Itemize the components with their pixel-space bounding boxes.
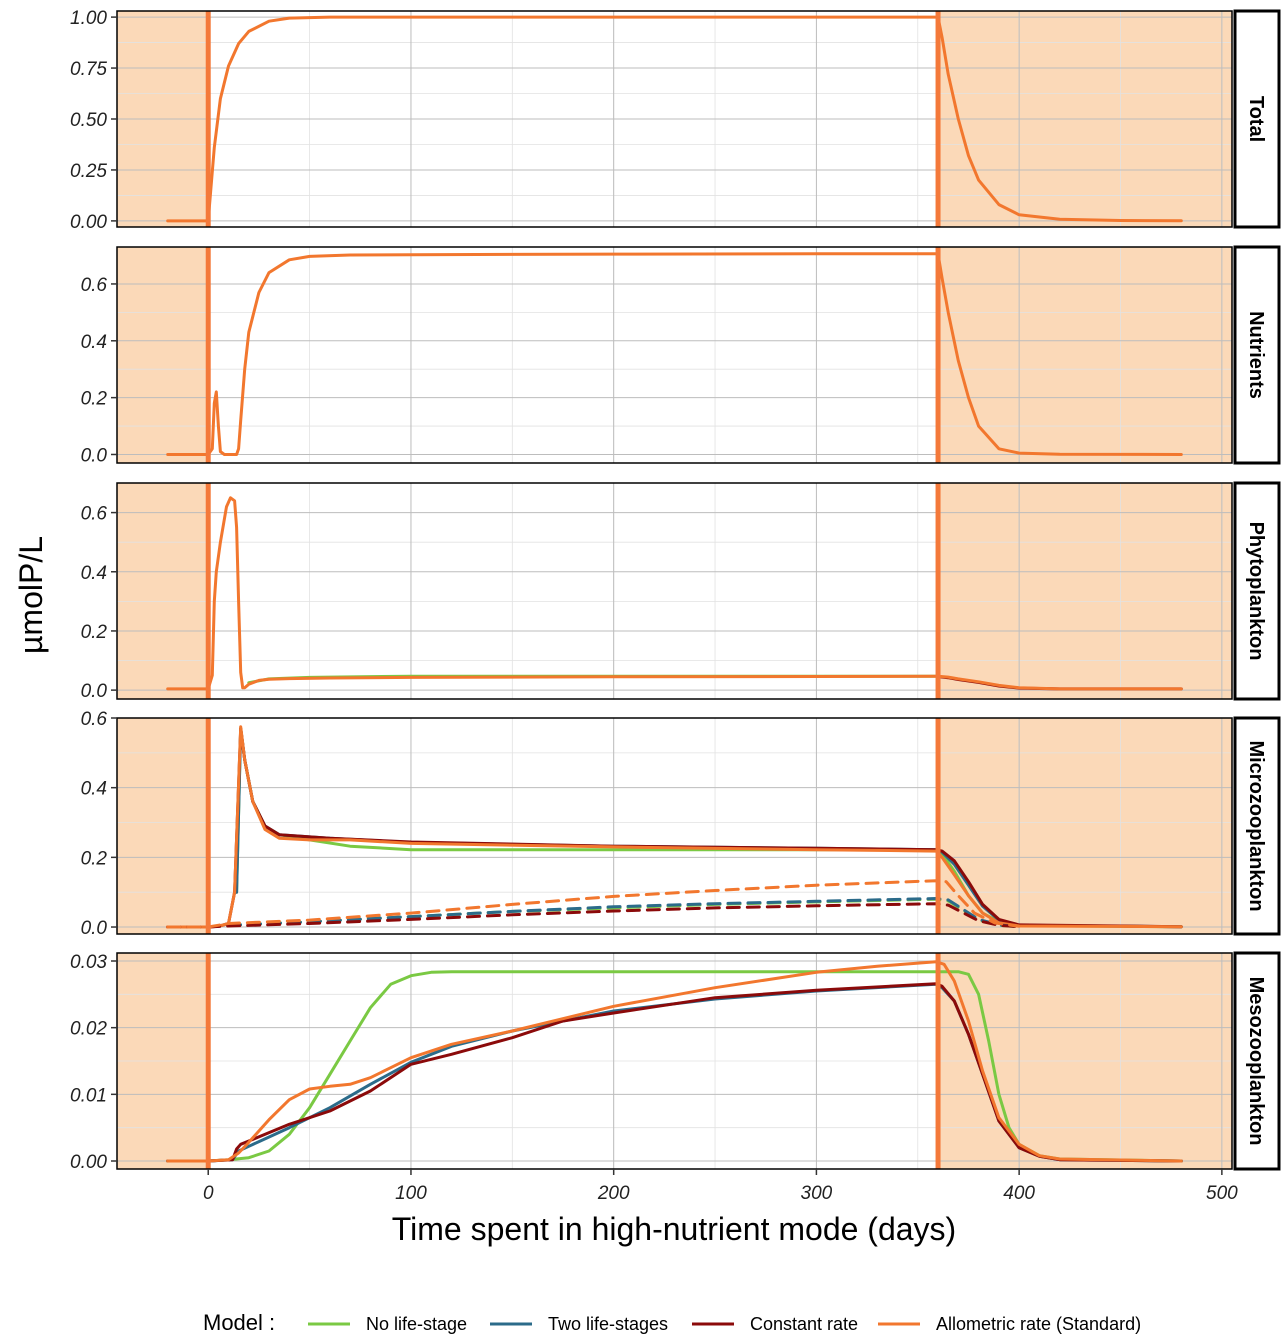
y-tick-label: 0.50 [70, 110, 107, 131]
series-group [166, 960, 1183, 1163]
x-tick-label: 100 [395, 1183, 427, 1204]
y-tick-label: 0.2 [81, 622, 108, 643]
shaded-region [117, 718, 209, 934]
strip-label: Microzooplankton [1245, 740, 1267, 911]
series-allometric-rate-standard-line [166, 496, 1183, 691]
strip-label: Phytoplankton [1245, 522, 1267, 661]
series-two-life-stages-dashed [227, 897, 1021, 929]
y-tick-label: 0.25 [70, 161, 107, 182]
shaded-region [117, 483, 209, 699]
x-tick-label: 200 [597, 1183, 630, 1204]
y-tick-label: 0.75 [70, 59, 107, 80]
series-allometric-rate-standard-line [166, 960, 1183, 1163]
x-tick-label: 300 [801, 1183, 833, 1204]
y-tick-label: 0.02 [70, 1019, 107, 1040]
strip-box [1233, 951, 1281, 1171]
y-tick-label: 0.03 [70, 952, 107, 973]
panel-border [116, 246, 1233, 464]
y-tick-label: 0.4 [81, 779, 107, 800]
x-axis-title: Time spent in high-nutrient mode (days) [392, 1211, 956, 1247]
y-tick-label: 0.0 [81, 918, 108, 939]
panel-microzooplankton: 0.0 0.2 0.4 0.6 Microzooplankton [81, 709, 1281, 939]
series-allometric-rate-standard-line [166, 15, 1183, 223]
legend-title: Model : [203, 1310, 275, 1334]
series-group [166, 15, 1183, 223]
y-axis-title: µmolP/L [13, 536, 49, 654]
series-allometric-rate-standard-dashed [166, 879, 1021, 929]
y-tick-label: 0.4 [81, 332, 107, 353]
shaded-region [938, 247, 1232, 463]
panels: 0.00 0.25 0.50 0.75 1.00 Total 0.0 0.2 0.4 0.6 Nut… [70, 8, 1281, 1173]
panel-nutrients: 0.0 0.2 0.4 0.6 Nutrients [81, 245, 1281, 466]
series-group [166, 496, 1183, 691]
shaded-region [938, 718, 1232, 934]
legend-label-two-life-stages: Two life-stages [548, 1314, 668, 1334]
series-allometric-rate-standard-line [166, 252, 1183, 456]
panel-mesozooplankton: 0.00 0.01 0.02 0.03 Mesozooplankton [70, 951, 1281, 1173]
series-group [166, 252, 1183, 456]
strip-box [1233, 9, 1281, 229]
y-tick-label: 0.0 [81, 681, 108, 702]
legend-label-no-life-stage: No life-stage [366, 1314, 467, 1334]
legend: Model : No life-stage Two life-stages Cons… [203, 1310, 1141, 1334]
y-tick-label: 0.6 [81, 504, 108, 525]
series-no-life-stage-line [166, 970, 1183, 1163]
panel-border [116, 482, 1233, 700]
shaded-region [938, 483, 1232, 699]
panel-total: 0.00 0.25 0.50 0.75 1.00 Total [70, 8, 1281, 233]
x-tick-label: 400 [1003, 1183, 1035, 1204]
x-tick-label: 500 [1206, 1183, 1238, 1204]
y-tick-label: 0.0 [81, 445, 108, 466]
y-tick-label: 0.6 [81, 275, 108, 296]
y-tick-label: 0.4 [81, 563, 107, 584]
panel-border [116, 952, 1233, 1170]
y-tick-label: 0.01 [70, 1085, 107, 1106]
strip-label: Total [1245, 96, 1267, 142]
series-constant-rate-dashed [166, 902, 1021, 929]
strip-box [1233, 716, 1281, 936]
y-tick-label: 0.2 [81, 389, 108, 410]
shaded-region [117, 247, 209, 463]
panel-border [116, 717, 1233, 935]
legend-label-allometric-rate-standard: Allometric rate (Standard) [936, 1314, 1141, 1334]
y-tick-label: 0.6 [81, 709, 108, 730]
y-tick-label: 0.00 [70, 212, 107, 233]
y-tick-label: 1.00 [70, 8, 107, 29]
strip-box [1233, 481, 1281, 701]
legend-label-constant-rate: Constant rate [750, 1314, 858, 1334]
x-axis: 0 100 200 300 400 500 [203, 1169, 1238, 1204]
y-tick-label: 0.2 [81, 848, 108, 869]
strip-label: Nutrients [1245, 311, 1267, 399]
panel-phytoplankton: 0.0 0.2 0.4 0.6 Phytoplankton [81, 481, 1281, 702]
series-allometric-rate-standard-line [166, 725, 1183, 929]
x-tick-label: 0 [203, 1183, 214, 1204]
series-group [166, 725, 1183, 929]
strip-label: Mesozooplankton [1245, 977, 1267, 1146]
y-tick-label: 0.00 [70, 1152, 107, 1173]
strip-box [1233, 245, 1281, 465]
